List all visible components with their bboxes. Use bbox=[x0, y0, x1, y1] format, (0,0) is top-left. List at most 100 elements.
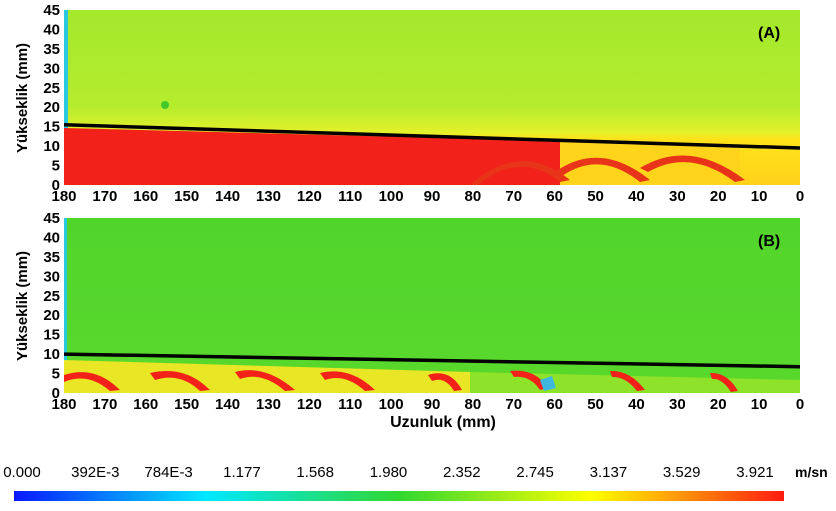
colorbar-unit: m/sn bbox=[795, 464, 828, 480]
panel-a-x-tick-label: 60 bbox=[546, 188, 563, 205]
panel-b-y-tick-label: 45 bbox=[43, 210, 60, 227]
panel-b-left-edge bbox=[64, 218, 67, 393]
panel-a-y-tick-label: 5 bbox=[52, 158, 60, 175]
panel-b-x-tick-label: 10 bbox=[751, 396, 768, 413]
panel-a-x-tick-label: 180 bbox=[51, 188, 76, 205]
panel-a-x-tick-label: 140 bbox=[215, 188, 240, 205]
panel-a-x-tick-label: 130 bbox=[256, 188, 281, 205]
panel-a-x-tick-label: 50 bbox=[587, 188, 604, 205]
colorbar-tick-label: 392E-3 bbox=[71, 464, 119, 481]
panel-a-x-tick-label: 0 bbox=[796, 188, 804, 205]
panel-b-wave-crest-1 bbox=[64, 372, 120, 391]
colorbar-tick-label: 1.980 bbox=[370, 464, 408, 481]
panel-b-y-tick-label: 30 bbox=[43, 268, 60, 285]
panel-b-x-tick-label: 80 bbox=[465, 396, 482, 413]
panel-a-label: (A) bbox=[758, 25, 780, 42]
panel-b-y-tick-label: 5 bbox=[52, 366, 60, 383]
panel-b-x-tick-label: 60 bbox=[546, 396, 563, 413]
panel-a-x-tick-label: 80 bbox=[465, 188, 482, 205]
panel-a-x-ticks: 180 170 160 150 140 130 120 110 100 90 80 70 60 50 40 3… bbox=[51, 188, 804, 205]
panel-b-x-tick-label: 0 bbox=[796, 396, 804, 413]
panel-b-x-tick-label: 40 bbox=[628, 396, 645, 413]
colorbar-tick-label: 2.352 bbox=[443, 464, 481, 481]
colorbar-tick-label: 1.177 bbox=[223, 464, 261, 481]
panel-b-xlabel: Uzunluk (mm) bbox=[390, 414, 496, 431]
panel-b-x-tick-label: 70 bbox=[505, 396, 522, 413]
panel-a-x-tick-label: 120 bbox=[297, 188, 322, 205]
panel-b-wave-crest-2 bbox=[150, 371, 210, 391]
panel-a-y-tick-label: 20 bbox=[43, 99, 60, 116]
panel-b-y-tick-label: 10 bbox=[43, 346, 60, 363]
panel-b-x-tick-label: 180 bbox=[51, 396, 76, 413]
panel-b-wave-crest-3 bbox=[235, 370, 295, 391]
panel-b-interface-line bbox=[63, 352, 801, 369]
panel-b-wave-crest-7 bbox=[610, 370, 645, 391]
colorbar: 0.000 392E-3 784E-3 1.177 1.568 1.980 2.352 2.7… bbox=[3, 464, 828, 501]
panel-a-interface-line bbox=[63, 122, 801, 150]
panel-b-x-ticks: 180 170 160 150 140 130 120 110 100 90 80 70 60 50 40 3… bbox=[51, 396, 804, 413]
panel-b-label: (B) bbox=[758, 233, 780, 250]
panel-b-x-tick-label: 120 bbox=[297, 396, 322, 413]
panel-b-y-tick-label: 25 bbox=[43, 288, 60, 305]
panel-b: (B) 0 5 10 15 20 25 30 35 40 45 180 170 160 150 140 13… bbox=[14, 210, 804, 431]
colorbar-tick-label: 784E-3 bbox=[144, 464, 192, 481]
panel-b-x-tick-label: 130 bbox=[256, 396, 281, 413]
panel-a-x-tick-label: 170 bbox=[92, 188, 117, 205]
panel-b-x-tick-label: 100 bbox=[379, 396, 404, 413]
panel-b-cyan-spot bbox=[540, 376, 556, 391]
panel-b-x-tick-label: 170 bbox=[92, 396, 117, 413]
panel-a-x-tick-label: 20 bbox=[710, 188, 727, 205]
panel-a-x-tick-label: 10 bbox=[751, 188, 768, 205]
panel-b-x-tick-label: 20 bbox=[710, 396, 727, 413]
panel-b-wave-crest-6 bbox=[510, 370, 548, 390]
panel-a-y-tick-label: 45 bbox=[43, 2, 60, 19]
panel-a-x-tick-label: 40 bbox=[628, 188, 645, 205]
panel-b-x-tick-label: 110 bbox=[338, 396, 362, 413]
panel-a-y-tick-label: 40 bbox=[43, 21, 60, 38]
panel-a-y-tick-label: 15 bbox=[43, 119, 60, 136]
panel-b-y-tick-label: 20 bbox=[43, 307, 60, 324]
panel-a-x-tick-label: 100 bbox=[379, 188, 404, 205]
panel-a-x-tick-label: 150 bbox=[174, 188, 199, 205]
panel-a-x-tick-label: 110 bbox=[338, 188, 362, 205]
panel-b-x-tick-label: 50 bbox=[587, 396, 604, 413]
panel-a-wave-crest-2 bbox=[555, 157, 650, 182]
panel-b-y-tick-label: 35 bbox=[43, 249, 60, 266]
panel-a-wave-crest-3 bbox=[640, 155, 745, 182]
panel-a-particle bbox=[161, 101, 169, 109]
panel-b-y-tick-label: 15 bbox=[43, 327, 60, 344]
panel-b-wave-crest-5 bbox=[428, 373, 462, 391]
panel-b-x-tick-label: 90 bbox=[424, 396, 441, 413]
colorbar-tick-label: 1.568 bbox=[296, 464, 334, 481]
panel-a-x-tick-label: 90 bbox=[424, 188, 441, 205]
colorbar-gradient bbox=[14, 491, 784, 501]
panel-a-y-tick-label: 0 bbox=[52, 177, 60, 194]
panel-a-y-tick-label: 30 bbox=[43, 60, 60, 77]
panel-b-x-tick-label: 140 bbox=[215, 396, 240, 413]
panel-b-x-tick-label: 160 bbox=[133, 396, 158, 413]
panel-a-y-tick-label: 25 bbox=[43, 80, 60, 97]
panel-a-ylabel: Yükseklik (mm) bbox=[14, 43, 31, 153]
panel-a-y-tick-label: 10 bbox=[43, 138, 60, 155]
panel-b-y-tick-label: 0 bbox=[52, 385, 60, 402]
panel-a-high-velocity-layer bbox=[64, 128, 560, 185]
panel-a-x-tick-label: 160 bbox=[133, 188, 158, 205]
panel-b-wave-crest-4 bbox=[320, 371, 375, 391]
panel-b-x-tick-label: 30 bbox=[669, 396, 686, 413]
panel-b-y-tick-label: 40 bbox=[43, 229, 60, 246]
colorbar-ticks: 0.000 392E-3 784E-3 1.177 1.568 1.980 2.352 2.7… bbox=[3, 464, 774, 481]
panel-a-x-tick-label: 30 bbox=[669, 188, 686, 205]
colorbar-tick-label: 3.921 bbox=[736, 464, 774, 481]
panel-a: (A) 0 5 10 15 20 25 30 35 40 45 180 170 160 150 140 13… bbox=[14, 2, 804, 205]
colorbar-tick-label: 2.745 bbox=[516, 464, 554, 481]
colorbar-tick-label: 3.529 bbox=[663, 464, 701, 481]
panel-b-x-tick-label: 150 bbox=[174, 396, 199, 413]
panel-a-wave-crest-1 bbox=[470, 161, 570, 185]
panel-b-y-ticks: 0 5 10 15 20 25 30 35 40 45 bbox=[43, 210, 60, 402]
panel-a-left-edge bbox=[64, 10, 68, 185]
panel-b-wave-crest-8 bbox=[710, 372, 738, 392]
panel-b-ylabel: Yükseklik (mm) bbox=[14, 251, 31, 361]
panel-a-y-ticks: 0 5 10 15 20 25 30 35 40 45 bbox=[43, 2, 60, 194]
panel-a-x-tick-label: 70 bbox=[505, 188, 522, 205]
